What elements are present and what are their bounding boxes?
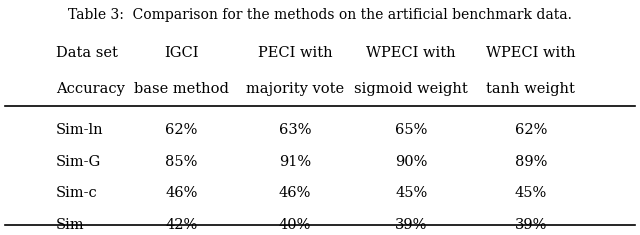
- Text: 90%: 90%: [395, 155, 428, 169]
- Text: tanh weight: tanh weight: [486, 82, 575, 96]
- Text: 39%: 39%: [515, 218, 547, 232]
- Text: 39%: 39%: [395, 218, 428, 232]
- Text: 62%: 62%: [515, 123, 547, 137]
- Text: 46%: 46%: [278, 186, 311, 200]
- Text: 65%: 65%: [395, 123, 428, 137]
- Text: Sim: Sim: [56, 218, 84, 232]
- Text: 40%: 40%: [278, 218, 311, 232]
- Text: Sim-ln: Sim-ln: [56, 123, 103, 137]
- Text: 42%: 42%: [165, 218, 198, 232]
- Text: 85%: 85%: [165, 155, 198, 169]
- Text: 63%: 63%: [278, 123, 311, 137]
- Text: Data set: Data set: [56, 46, 118, 60]
- Text: 62%: 62%: [165, 123, 198, 137]
- Text: Sim-G: Sim-G: [56, 155, 101, 169]
- Text: PECI with: PECI with: [257, 46, 332, 60]
- Text: 45%: 45%: [515, 186, 547, 200]
- Text: IGCI: IGCI: [164, 46, 199, 60]
- Text: 91%: 91%: [279, 155, 311, 169]
- Text: base method: base method: [134, 82, 229, 96]
- Text: 45%: 45%: [395, 186, 428, 200]
- Text: 46%: 46%: [165, 186, 198, 200]
- Text: 89%: 89%: [515, 155, 547, 169]
- Text: sigmoid weight: sigmoid weight: [355, 82, 468, 96]
- Text: Accuracy: Accuracy: [56, 82, 125, 96]
- Text: WPECI with: WPECI with: [486, 46, 575, 60]
- Text: WPECI with: WPECI with: [367, 46, 456, 60]
- Text: majority vote: majority vote: [246, 82, 344, 96]
- Text: Sim-c: Sim-c: [56, 186, 97, 200]
- Text: Table 3:  Comparison for the methods on the artificial benchmark data.: Table 3: Comparison for the methods on t…: [68, 8, 572, 22]
